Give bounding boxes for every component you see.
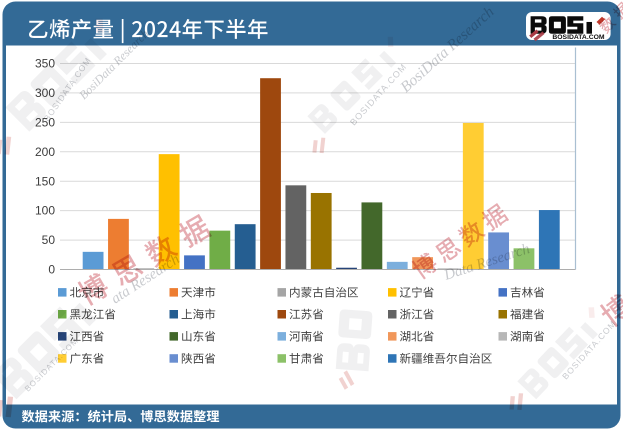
svg-text:BOSIDATA.COM: BOSIDATA.COM [552,34,605,41]
svg-text:200: 200 [35,145,55,159]
svg-text:50: 50 [42,233,56,247]
svg-text:100: 100 [35,204,55,218]
svg-text:150: 150 [35,174,55,188]
svg-text:0: 0 [48,263,55,277]
